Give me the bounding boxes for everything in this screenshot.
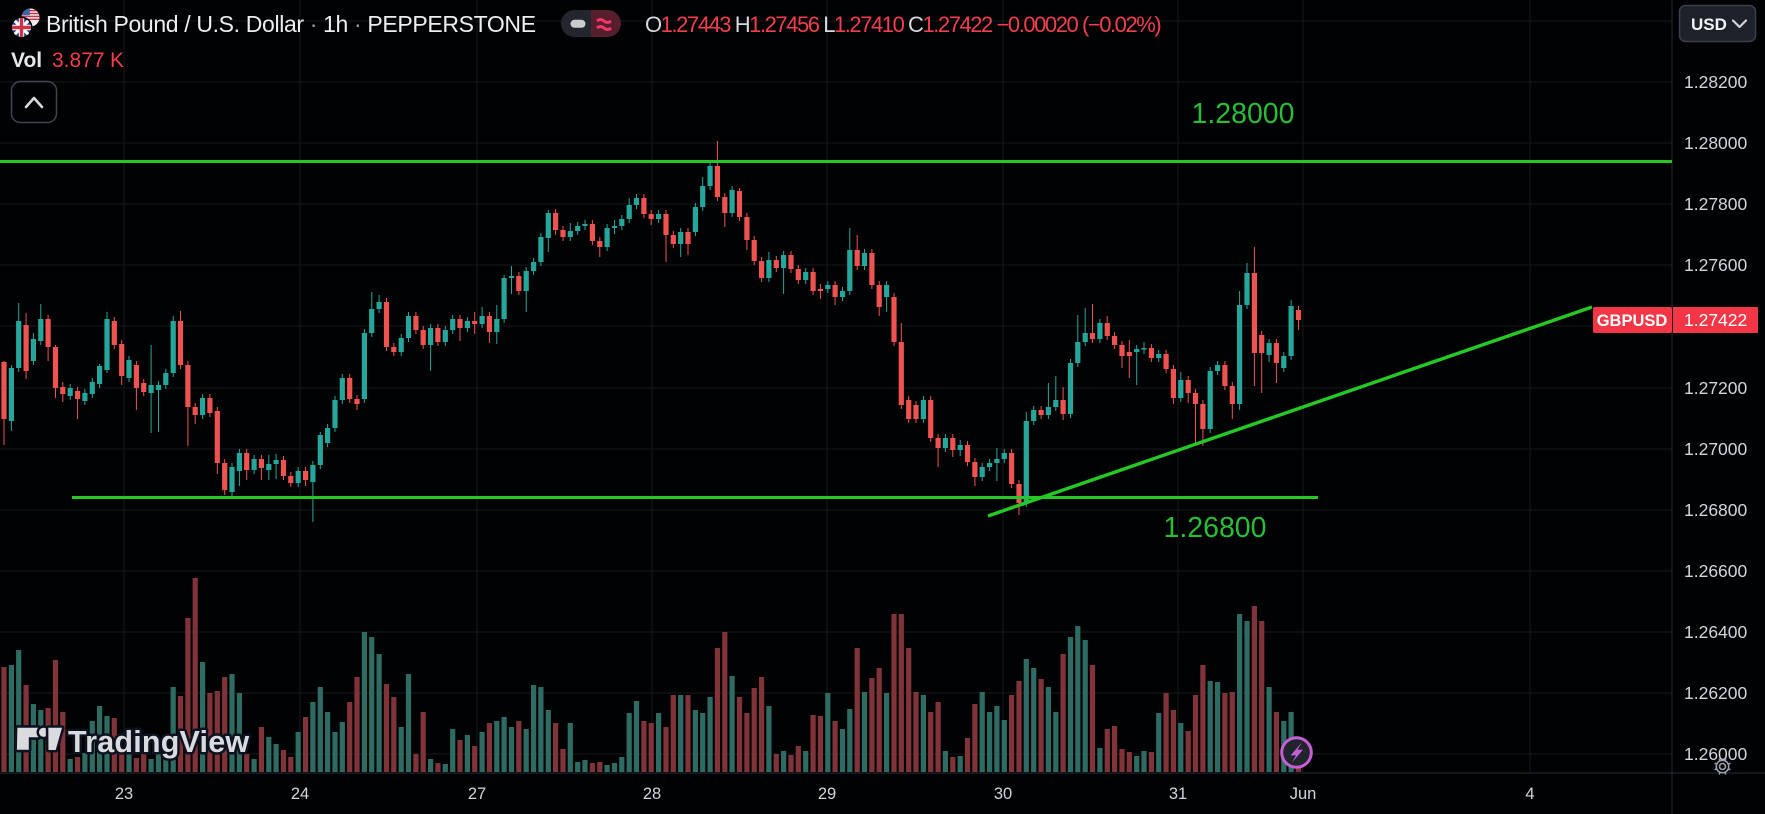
svg-text:British Pound / U.S. Dollar ·: British Pound / U.S. Dollar · 1h · PEPPE… [46,11,536,37]
svg-text:1.28200: 1.28200 [1684,72,1748,92]
svg-text:3.877: 3.877 [52,49,105,72]
svg-text:1.28000: 1.28000 [1191,98,1294,130]
svg-text:31: 31 [1169,785,1187,803]
svg-text:1.27422: 1.27422 [1684,310,1747,330]
svg-text:27: 27 [468,785,486,803]
svg-text:1.27600: 1.27600 [1684,255,1748,275]
svg-text:1.26000: 1.26000 [1684,744,1748,764]
svg-text:1.27800: 1.27800 [1684,194,1748,214]
svg-text:1.26800: 1.26800 [1684,500,1748,520]
svg-text:K: K [110,49,124,72]
svg-text:1.27200: 1.27200 [1684,378,1748,398]
svg-text:USD: USD [1691,15,1727,34]
svg-text:1.26800: 1.26800 [1163,512,1266,544]
svg-text:1.28000: 1.28000 [1684,133,1748,153]
svg-text:24: 24 [291,785,309,803]
svg-text:29: 29 [818,785,836,803]
svg-text:O1.27443 H1.27456 L1.27410: O1.27443 H1.27456 L1.27410 C1.27422 −0.0… [645,12,1160,37]
svg-text:1.26200: 1.26200 [1684,683,1748,703]
svg-text:30: 30 [994,785,1012,803]
svg-text:TradingView: TradingView [68,725,249,759]
svg-text:4: 4 [1525,785,1534,803]
svg-text:GBPUSD: GBPUSD [1597,312,1668,330]
svg-text:28: 28 [643,785,661,803]
svg-text:Jun: Jun [1290,785,1317,803]
svg-text:1.26600: 1.26600 [1684,561,1748,581]
svg-text:1.27000: 1.27000 [1684,439,1748,459]
svg-text:1.26400: 1.26400 [1684,622,1748,642]
svg-text:23: 23 [115,785,133,803]
svg-text:Vol: Vol [11,49,42,72]
